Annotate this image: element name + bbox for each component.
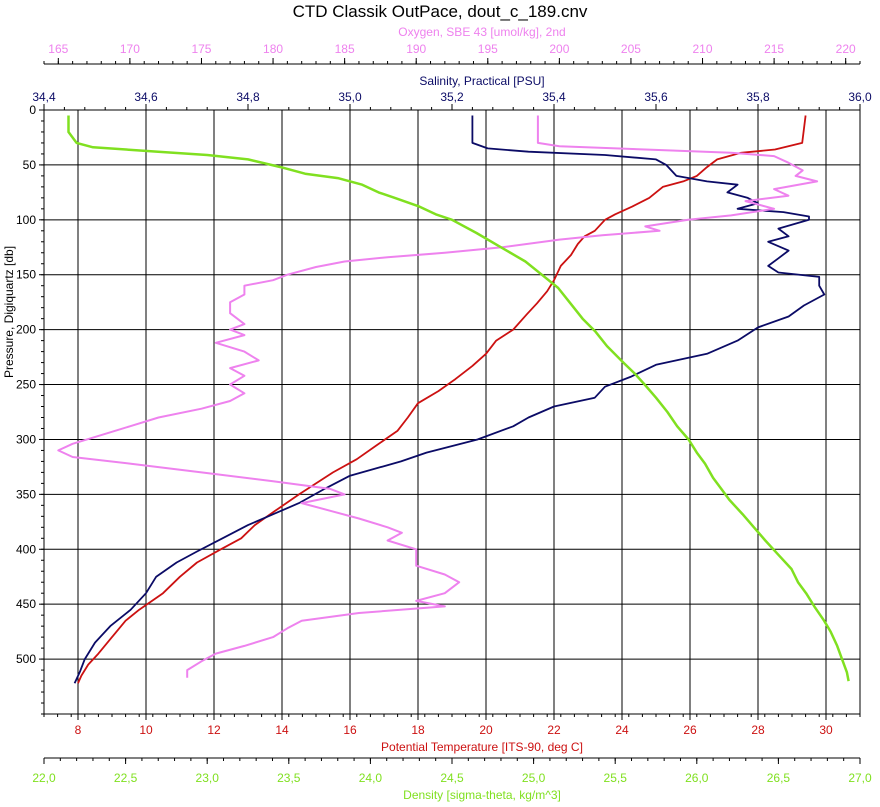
oxygen-tick-label: 205 <box>621 42 641 56</box>
y-tick-label: 250 <box>16 378 36 392</box>
oxygen-tick-label: 190 <box>406 42 426 56</box>
y-tick-label: 50 <box>23 158 37 172</box>
oxygen-tick-label: 210 <box>693 42 713 56</box>
density-tick-label: 24,5 <box>440 771 464 785</box>
oxygen-axis-title: Oxygen, SBE 43 [umol/kg], 2nd <box>398 25 565 39</box>
y-tick-label: 0 <box>29 103 36 117</box>
grid-layer <box>44 110 860 714</box>
salinity-tick-label: 35,8 <box>746 90 770 104</box>
salinity-tick-label: 34,6 <box>134 90 158 104</box>
temperature-tick-label: 30 <box>819 723 833 737</box>
y-tick-label: 150 <box>16 268 36 282</box>
density-tick-label: 26,5 <box>767 771 791 785</box>
oxygen-tick-label: 180 <box>263 42 283 56</box>
temperature-tick-label: 12 <box>207 723 221 737</box>
temperature-tick-label: 8 <box>75 723 82 737</box>
y-tick-label: 400 <box>16 542 36 556</box>
oxygen-tick-label: 170 <box>120 42 140 56</box>
y-axis-title: Pressure, Digiquartz [db] <box>2 246 16 378</box>
temperature-tick-label: 26 <box>683 723 697 737</box>
salinity-profile-line <box>73 115 826 684</box>
temperature-axis-title: Potential Temperature [ITS-90, deg C] <box>381 740 583 754</box>
temperature-tick-label: 22 <box>547 723 561 737</box>
density-tick-label: 25,0 <box>522 771 546 785</box>
density-tick-label: 27,0 <box>848 771 872 785</box>
density-tick-label: 26,0 <box>685 771 709 785</box>
oxygen-tick-label: 165 <box>48 42 68 56</box>
temperature-tick-label: 18 <box>411 723 425 737</box>
oxygen-tick-label: 185 <box>335 42 355 56</box>
series-layer <box>57 115 850 684</box>
oxygen-tick-label: 220 <box>836 42 856 56</box>
salinity-tick-label: 35,0 <box>338 90 362 104</box>
density-tick-label: 22,0 <box>32 771 56 785</box>
temperature-tick-label: 16 <box>343 723 357 737</box>
density-profile-line <box>67 115 850 682</box>
salinity-axis-title: Salinity, Practical [PSU] <box>419 74 544 88</box>
temperature-profile-line <box>77 115 807 684</box>
salinity-tick-label: 35,4 <box>542 90 566 104</box>
density-tick-label: 24,0 <box>359 771 383 785</box>
temperature-tick-label: 28 <box>751 723 765 737</box>
chart-title: CTD Classik OutPace, dout_c_189.cnv <box>293 2 588 21</box>
oxygen-profile-line <box>57 115 819 678</box>
y-tick-label: 300 <box>16 432 36 446</box>
salinity-tick-label: 35,2 <box>440 90 464 104</box>
y-tick-label: 500 <box>16 652 36 666</box>
oxygen-tick-label: 200 <box>549 42 569 56</box>
temperature-tick-label: 24 <box>615 723 629 737</box>
temperature-tick-label: 20 <box>479 723 493 737</box>
density-tick-label: 22,5 <box>114 771 138 785</box>
salinity-tick-label: 34,4 <box>32 90 56 104</box>
oxygen-tick-label: 215 <box>764 42 784 56</box>
salinity-tick-label: 35,6 <box>644 90 668 104</box>
salinity-tick-label: 34,8 <box>236 90 260 104</box>
oxygen-tick-label: 175 <box>191 42 211 56</box>
density-tick-label: 25,5 <box>604 771 628 785</box>
salinity-tick-label: 36,0 <box>848 90 872 104</box>
oxygen-tick-label: 195 <box>478 42 498 56</box>
density-tick-label: 23,0 <box>196 771 220 785</box>
axes-layer: 0 50 100 150 200 250 300 350 400 450 500 Pressure, … <box>2 25 872 802</box>
y-tick-label: 100 <box>16 213 36 227</box>
y-tick-label: 450 <box>16 597 36 611</box>
y-tick-label: 350 <box>16 487 36 501</box>
density-tick-label: 23,5 <box>277 771 301 785</box>
density-axis-title: Density [sigma-theta, kg/m^3] <box>403 788 561 802</box>
temperature-tick-label: 14 <box>275 723 289 737</box>
temperature-tick-label: 10 <box>139 723 153 737</box>
y-tick-label: 200 <box>16 323 36 337</box>
